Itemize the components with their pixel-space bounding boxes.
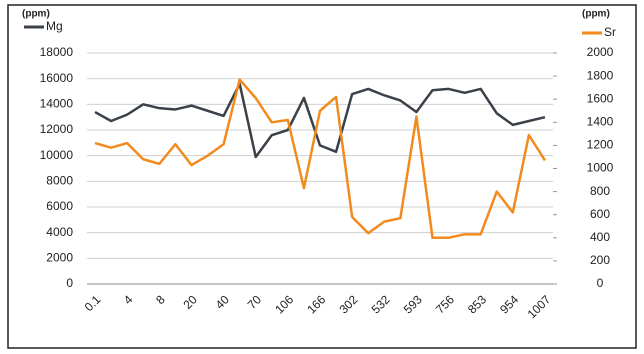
y-tick-label: 0	[66, 276, 73, 290]
y-axis-label: (ppm)	[22, 9, 50, 20]
y2-tick-label: 1000	[587, 161, 614, 175]
y2-tick-label: 1200	[587, 138, 614, 152]
y-tick-label: 12000	[40, 122, 74, 136]
series-line	[94, 82, 546, 159]
chart-frame	[7, 4, 637, 349]
series-line	[94, 78, 547, 240]
y2-tick-label: 200	[590, 253, 610, 267]
y-tick-label: 6000	[46, 199, 73, 213]
y2-tick-label: 1600	[587, 91, 614, 105]
y-tick-label: 4000	[46, 225, 73, 239]
y2-axis-label: (ppm)	[582, 9, 610, 20]
y-tick-label: 16000	[40, 71, 74, 85]
legend-label: Sr	[604, 25, 616, 39]
y-tick-label: 10000	[40, 148, 74, 162]
y-tick-label: 2000	[46, 251, 73, 265]
legend-label: Mg	[46, 19, 63, 33]
y2-tick-label: 800	[590, 184, 610, 198]
y2-tick-label: 0	[597, 276, 604, 290]
y-tick-label: 8000	[46, 174, 73, 188]
y2-tick-label: 1400	[587, 114, 614, 128]
y2-tick-label: 400	[590, 230, 610, 244]
y2-tick-label: 2000	[587, 45, 614, 59]
y2-tick-label: 1800	[587, 68, 614, 82]
y2-tick-label: 600	[590, 207, 610, 221]
y-tick-label: 14000	[40, 97, 74, 111]
y-tick-label: 18000	[40, 45, 74, 59]
